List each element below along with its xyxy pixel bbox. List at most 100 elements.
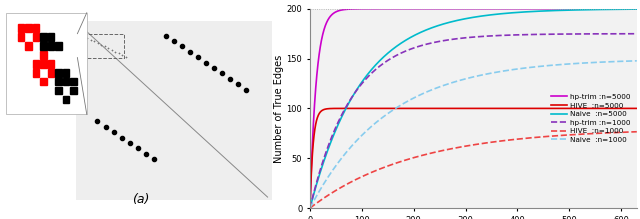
Point	[86, 38, 96, 41]
Bar	[33, 24, 39, 32]
Naive  :n=1000	[623, 60, 631, 62]
Naive  :n=5000	[623, 8, 631, 11]
Point	[96, 43, 106, 47]
Point	[233, 83, 243, 86]
Legend: hp-trim :n=5000, HIVE  :n=5000, Naive  :n=5000, hp-trim :n=1000, HIVE  :n=1000, : hp-trim :n=5000, HIVE :n=5000, Naive :n=…	[548, 91, 633, 146]
Naive  :n=5000	[563, 9, 571, 11]
hp-trim :n=1000	[306, 207, 314, 209]
Line: hp-trim :n=1000: hp-trim :n=1000	[310, 34, 637, 208]
HIVE  :n=1000	[323, 195, 330, 198]
Line: hp-trim :n=5000: hp-trim :n=5000	[310, 9, 637, 208]
Bar	[18, 33, 24, 41]
Point	[217, 72, 227, 75]
Point	[106, 48, 116, 52]
Point	[89, 40, 99, 43]
Bar	[56, 69, 62, 76]
Point	[82, 36, 92, 40]
Bar	[63, 78, 69, 85]
Point	[103, 46, 113, 50]
hp-trim :n=5000	[623, 7, 631, 10]
Naive  :n=5000	[306, 207, 314, 209]
Naive  :n=1000	[563, 63, 571, 65]
Naive  :n=1000	[323, 178, 330, 180]
Bar	[6, 13, 87, 114]
Bar	[40, 42, 47, 50]
Point	[141, 152, 151, 155]
HIVE  :n=1000	[563, 134, 571, 136]
Text: (a): (a)	[132, 193, 149, 206]
Point	[75, 33, 85, 36]
Bar	[48, 69, 54, 76]
Bar	[40, 51, 47, 59]
Point	[110, 50, 120, 53]
Point	[201, 61, 211, 64]
Point	[241, 88, 252, 91]
Naive  :n=1000	[465, 77, 473, 79]
Bar	[56, 87, 62, 94]
Bar	[48, 60, 54, 67]
Point	[132, 147, 143, 150]
Point	[169, 39, 179, 42]
Bar	[63, 96, 69, 103]
Naive  :n=1000	[456, 79, 464, 81]
Point	[100, 125, 111, 129]
Bar	[56, 42, 62, 50]
HIVE  :n=1000	[633, 131, 640, 133]
Point	[209, 66, 219, 70]
Bar	[40, 33, 47, 41]
Point	[117, 53, 127, 57]
HIVE  :n=5000	[456, 107, 464, 110]
HIVE  :n=1000	[456, 146, 464, 148]
hp-trim :n=1000	[633, 32, 640, 35]
Bar	[77, 34, 124, 58]
Point	[148, 157, 159, 161]
hp-trim :n=5000	[456, 7, 464, 10]
Bar	[70, 87, 77, 94]
Line: HIVE  :n=5000: HIVE :n=5000	[310, 108, 637, 208]
hp-trim :n=1000	[623, 32, 631, 35]
Bar	[18, 24, 24, 32]
hp-trim :n=1000	[563, 33, 571, 35]
Point	[79, 35, 89, 38]
Bar	[63, 69, 69, 76]
HIVE  :n=5000	[422, 107, 430, 110]
hp-trim :n=5000	[564, 7, 572, 10]
hp-trim :n=1000	[465, 36, 473, 39]
hp-trim :n=5000	[465, 7, 473, 10]
HIVE  :n=1000	[465, 144, 473, 147]
hp-trim :n=1000	[323, 149, 330, 152]
Bar	[40, 78, 47, 85]
hp-trim :n=5000	[623, 7, 631, 10]
HIVE  :n=5000	[564, 107, 572, 110]
hp-trim :n=5000	[633, 7, 640, 10]
HIVE  :n=1000	[623, 131, 631, 133]
Line: Naive  :n=1000: Naive :n=1000	[310, 61, 637, 208]
HIVE  :n=5000	[623, 107, 631, 110]
Point	[225, 77, 236, 81]
Naive  :n=1000	[633, 60, 640, 62]
Bar	[70, 78, 77, 85]
Point	[125, 141, 135, 145]
Line: Naive  :n=5000: Naive :n=5000	[310, 9, 637, 208]
Point	[99, 45, 109, 48]
Naive  :n=1000	[306, 207, 314, 209]
HIVE  :n=1000	[623, 131, 631, 133]
HIVE  :n=5000	[306, 207, 314, 209]
Line: HIVE  :n=1000: HIVE :n=1000	[310, 132, 637, 208]
Bar	[48, 33, 54, 41]
hp-trim :n=5000	[323, 21, 330, 24]
HIVE  :n=5000	[323, 108, 330, 110]
Point	[177, 44, 187, 48]
Bar	[33, 60, 39, 67]
Naive  :n=5000	[465, 17, 473, 19]
Naive  :n=5000	[623, 8, 631, 11]
Point	[92, 120, 102, 123]
Bar	[76, 21, 271, 200]
HIVE  :n=1000	[306, 207, 314, 209]
HIVE  :n=5000	[623, 107, 631, 110]
HIVE  :n=5000	[465, 107, 473, 110]
hp-trim :n=1000	[623, 32, 631, 35]
Point	[161, 34, 171, 37]
Point	[116, 136, 127, 139]
Bar	[56, 78, 62, 85]
